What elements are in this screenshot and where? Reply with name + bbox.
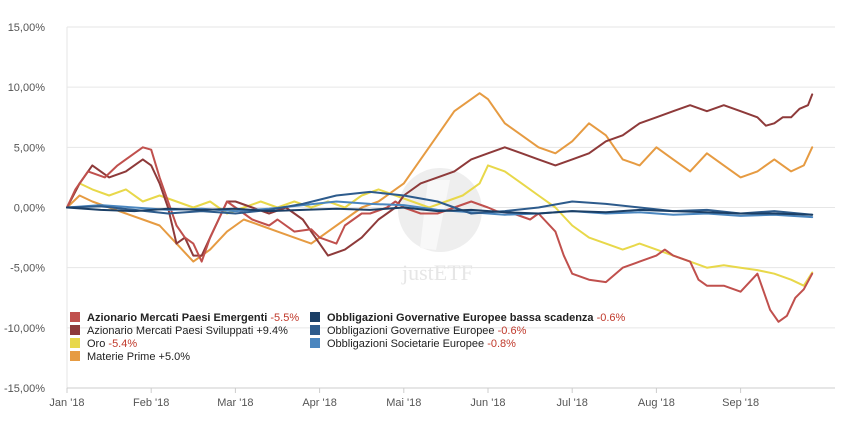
legend-label: Azionario Mercati Paesi Emergenti -5.5% — [87, 312, 299, 324]
x-tick-label: Sep '18 — [722, 397, 759, 409]
legend-label: Materie Prime +5.0% — [87, 351, 190, 363]
x-tick-label: Jan '18 — [49, 397, 84, 409]
legend: Azionario Mercati Paesi Emergenti -5.5%A… — [70, 312, 626, 363]
legend-label: Azionario Mercati Paesi Sviluppati +9.4% — [87, 325, 288, 337]
y-tick-label: 5,00% — [14, 142, 45, 154]
y-tick-label: 10,00% — [8, 82, 46, 94]
series-line — [66, 206, 814, 216]
series-line — [66, 164, 814, 287]
y-tick-label: -10,00% — [4, 323, 45, 335]
y-tick-label: -5,00% — [10, 263, 45, 275]
x-tick-label: Aug '18 — [638, 397, 675, 409]
y-tick-label: -15,00% — [4, 383, 45, 395]
legend-item[interactable]: Azionario Mercati Paesi Sviluppati +9.4% — [70, 325, 288, 337]
legend-label: Obbligazioni Governative Europee bassa s… — [327, 312, 626, 324]
x-tick-label: Mar '18 — [217, 397, 253, 409]
legend-value: -0.8% — [487, 338, 516, 350]
legend-item[interactable]: Obbligazioni Societarie Europee -0.8% — [310, 338, 516, 350]
legend-label: Obbligazioni Societarie Europee -0.8% — [327, 338, 516, 350]
watermark: justETF — [398, 168, 482, 285]
legend-item[interactable]: Materie Prime +5.0% — [70, 351, 190, 363]
legend-swatch — [310, 325, 320, 335]
legend-swatch — [310, 338, 320, 348]
watermark-text: justETF — [401, 260, 473, 285]
y-axis: 15,00% 10,00% 5,00% 0,00% -5,00% -10,00% -15,0… — [4, 22, 68, 395]
legend-label: Oro -5.4% — [87, 338, 137, 350]
series-lines — [66, 92, 814, 323]
y-tick-label: 0,00% — [14, 203, 45, 215]
series-line — [66, 146, 814, 323]
legend-value: -5.5% — [270, 312, 299, 324]
legend-label: Obbligazioni Governative Europee -0.6% — [327, 325, 527, 337]
legend-swatch — [70, 312, 80, 322]
x-tick-label: Apr '18 — [302, 397, 337, 409]
legend-item[interactable]: Oro -5.4% — [70, 338, 137, 350]
x-tick-label: Jul '18 — [556, 397, 587, 409]
legend-swatch — [70, 351, 80, 361]
series-line — [66, 92, 814, 263]
legend-swatch — [70, 338, 80, 348]
x-tick-label: Jun '18 — [470, 397, 505, 409]
x-axis: Jan '18 Feb '18 Mar '18 Apr '18 Mai '18 Jun '… — [49, 387, 835, 409]
x-tick-label: Feb '18 — [133, 397, 169, 409]
legend-item[interactable]: Obbligazioni Governative Europee -0.6% — [310, 325, 527, 337]
legend-value: +5.0% — [159, 351, 191, 363]
watermark-logo-mark — [420, 180, 450, 250]
x-tick-label: Mai '18 — [386, 397, 421, 409]
legend-item[interactable]: Azionario Mercati Paesi Emergenti -5.5% — [70, 312, 299, 324]
legend-value: -0.6% — [597, 312, 626, 324]
legend-value: +9.4% — [256, 325, 288, 337]
legend-swatch — [310, 312, 320, 322]
y-tick-label: 15,00% — [8, 22, 46, 34]
legend-item[interactable]: Obbligazioni Governative Europee bassa s… — [310, 312, 626, 324]
legend-swatch — [70, 325, 80, 335]
legend-value: -5.4% — [108, 338, 137, 350]
legend-value: -0.6% — [498, 325, 527, 337]
